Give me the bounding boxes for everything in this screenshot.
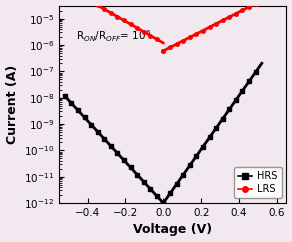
Y-axis label: Current (A): Current (A)	[6, 65, 19, 144]
Legend: HRS, LRS: HRS, LRS	[234, 167, 281, 198]
X-axis label: Voltage (V): Voltage (V)	[133, 223, 212, 236]
Text: R$_{ON}$/R$_{OFF}$= 10$^{6}$: R$_{ON}$/R$_{OFF}$= 10$^{6}$	[76, 28, 151, 44]
